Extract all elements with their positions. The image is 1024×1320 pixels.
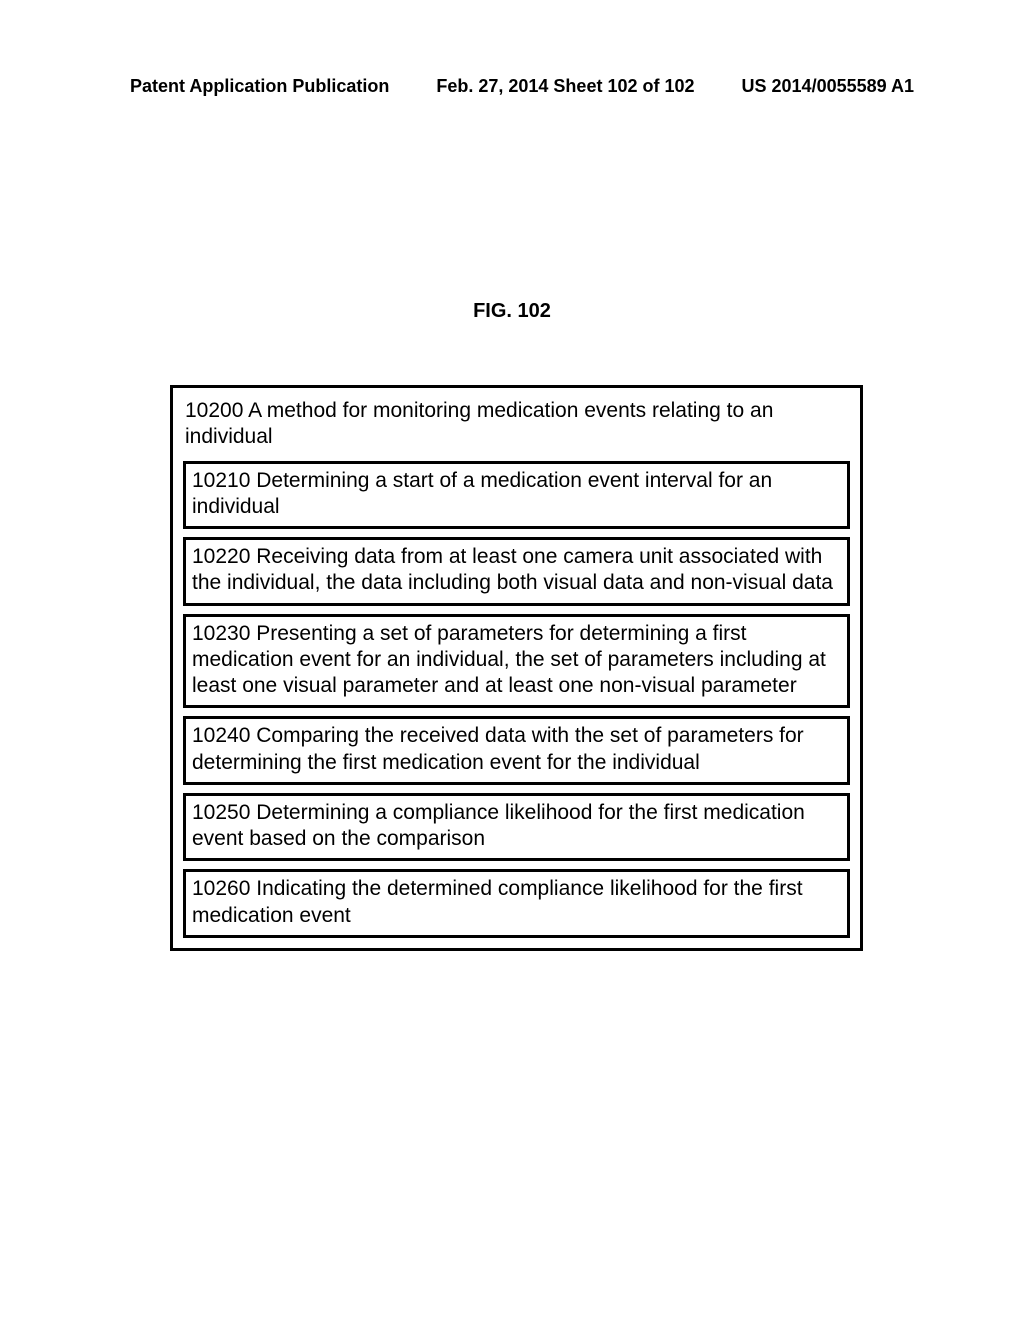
flowchart-step: 10210 Determining a start of a medicatio… [183,461,850,530]
flowchart-step: 10240 Comparing the received data with t… [183,716,850,785]
flowchart-step: 10260 Indicating the determined complian… [183,869,850,938]
flowchart-step: 10230 Presenting a set of parameters for… [183,614,850,709]
header-center: Feb. 27, 2014 Sheet 102 of 102 [436,76,694,97]
flowchart-outer-box: 10200 A method for monitoring medication… [170,385,863,951]
page-header: Patent Application Publication Feb. 27, … [0,76,1024,97]
header-left: Patent Application Publication [130,76,389,97]
flowchart-step: 10220 Receiving data from at least one c… [183,537,850,606]
flowchart-step: 10250 Determining a compliance likelihoo… [183,793,850,862]
flowchart-title: 10200 A method for monitoring medication… [183,396,850,461]
header-right: US 2014/0055589 A1 [742,76,914,97]
figure-label: FIG. 102 [0,300,1024,323]
